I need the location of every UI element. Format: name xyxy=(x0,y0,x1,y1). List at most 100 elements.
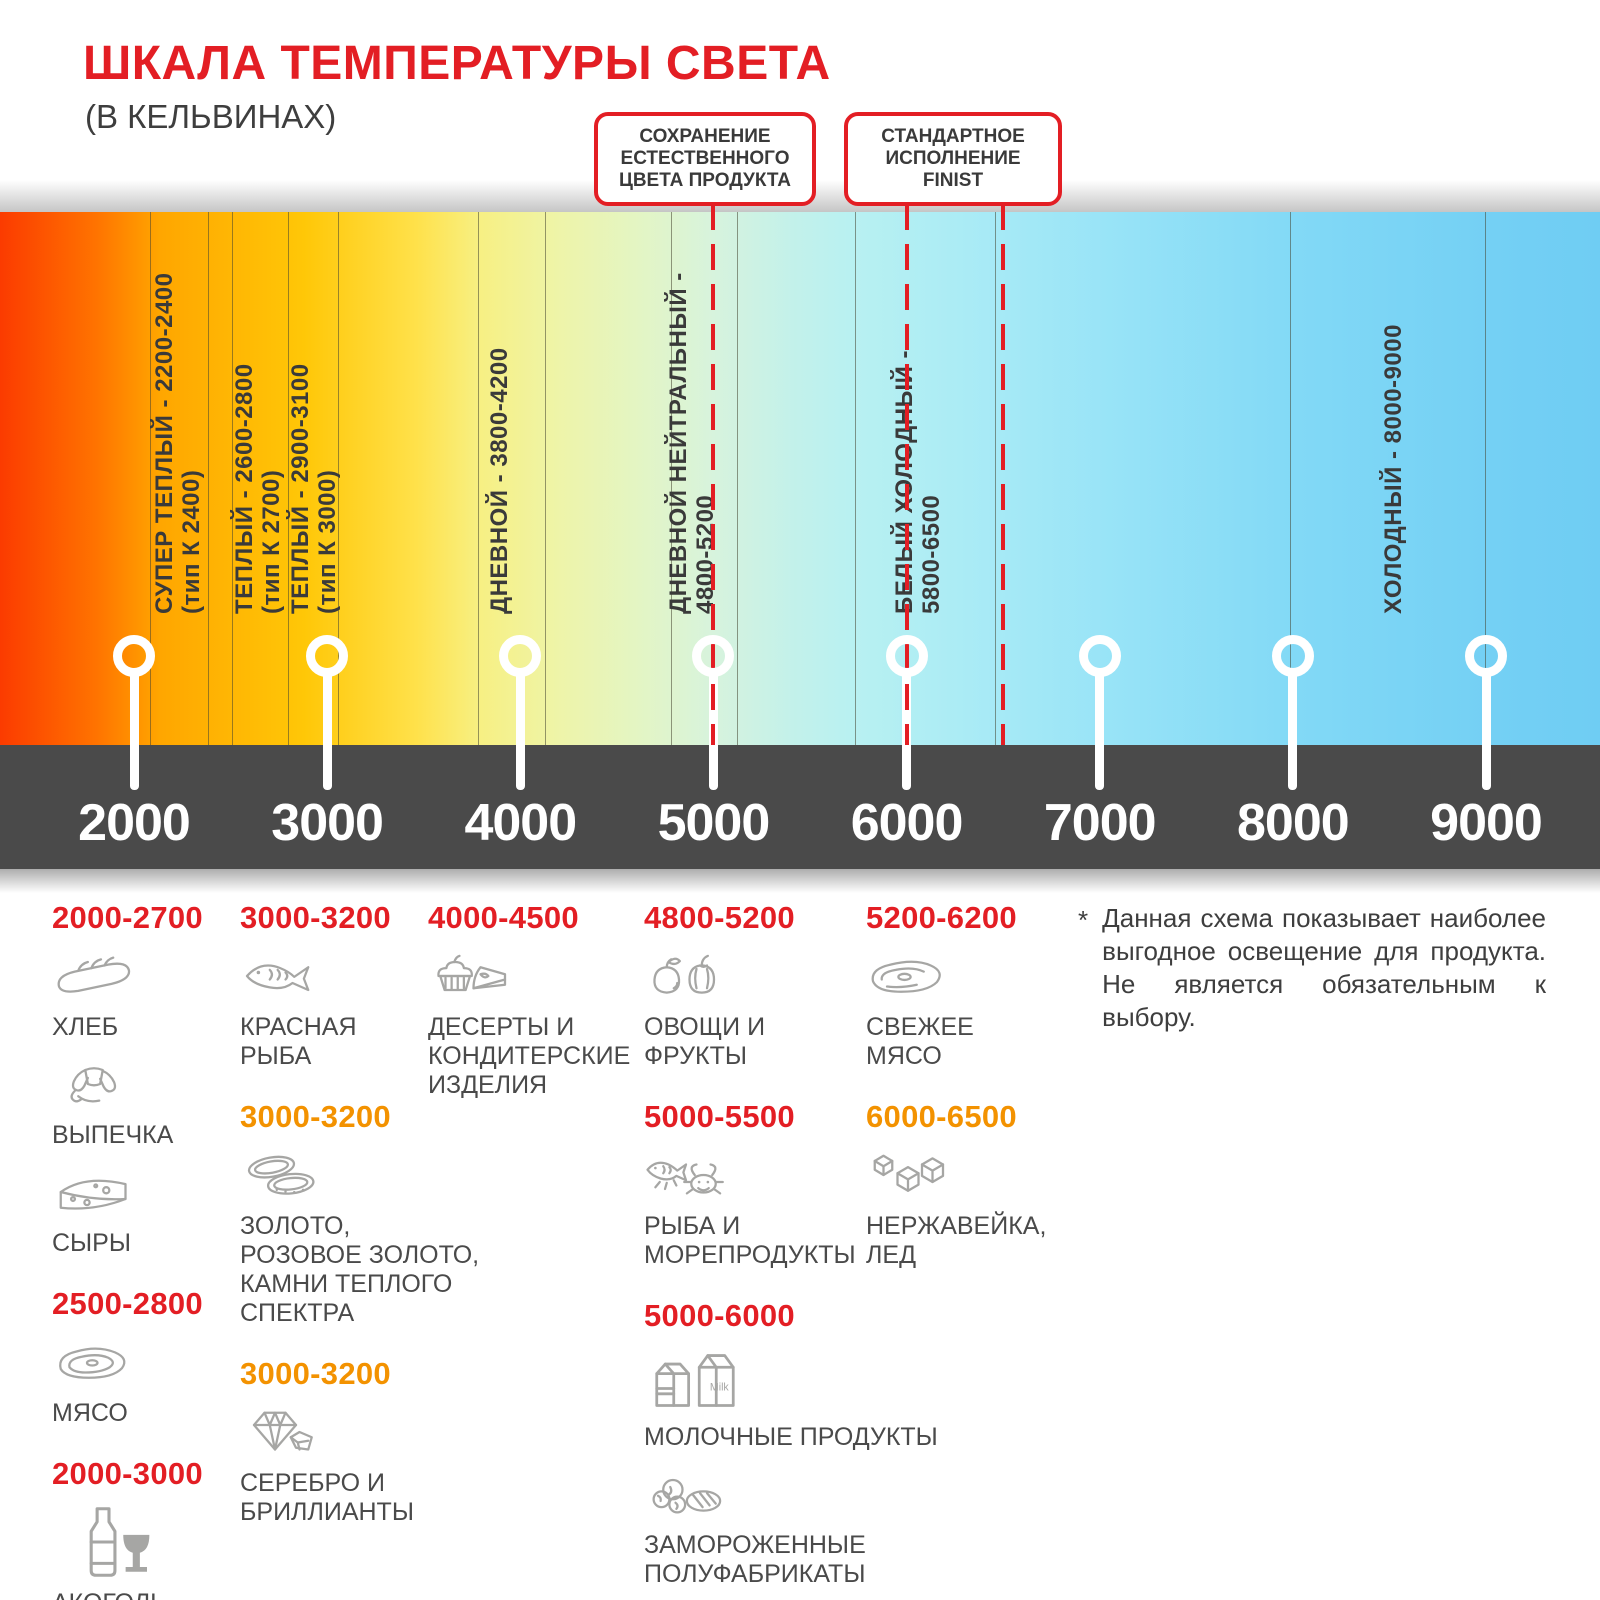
category-label: ЗАМОРОЖЕННЫЕ ПОЛУФАБРИКАТЫ xyxy=(644,1531,866,1588)
category-column-2: 4000-4500 ДЕСЕРТЫ И КОНДИТЕРСКИЕ ИЗДЕЛИЯ xyxy=(428,900,630,1128)
kelvin-axis-bar: 2000 3000 4000 5000 6000 7000 8000 9000 xyxy=(0,745,1600,869)
svg-text:Milk: Milk xyxy=(710,1382,730,1394)
color-temperature-gradient xyxy=(0,212,1600,745)
callout-line: ИСПОЛНЕНИЕ xyxy=(885,148,1021,169)
category-item: АКОГОЛЬ xyxy=(52,1504,203,1600)
callout-line: ЦВЕТА ПРОДУКТА xyxy=(618,170,792,191)
range-label-sub: (тип К 2400) xyxy=(178,469,206,614)
gridline xyxy=(737,212,738,745)
callout-line: СОХРАНЕНИЕ xyxy=(639,126,771,147)
range-label-sub: (тип К 2700) xyxy=(257,469,285,614)
gridline xyxy=(855,212,856,745)
category-column-1: 3000-3200 КРАСНАЯ РЫБА 3000-3200 ЗОЛОТО, РО… xyxy=(240,900,479,1555)
gridline xyxy=(338,212,339,745)
seafood-icon xyxy=(644,1147,938,1208)
category-column-0: 2000-2700 ХЛЕБ ВЫПЕЧКА СЫРЫ 2500-2800 МЯСО 200… xyxy=(52,900,203,1600)
category-item: ОВОЩИ И ФРУКТЫ xyxy=(644,948,938,1071)
gridline xyxy=(478,212,479,745)
axis-tick-6000: 6000 xyxy=(850,794,964,852)
marker-pin-7000 xyxy=(1078,635,1121,677)
category-label: ДЕСЕРТЫ И КОНДИТЕРСКИЕ ИЗДЕЛИЯ xyxy=(428,1013,631,1099)
vegetables-icon xyxy=(644,948,938,1009)
kelvin-range-heading: 4800-5200 xyxy=(644,900,795,935)
gridline xyxy=(288,212,289,745)
dashed-line-6000 xyxy=(904,204,909,745)
bread-icon xyxy=(52,948,203,1009)
category-block: 2500-2800 МЯСО xyxy=(52,1286,203,1428)
category-label: СЕРЕБРО И БРИЛЛИАНТЫ xyxy=(240,1469,414,1526)
category-label: РЫБА И МОРЕПРОДУКТЫ xyxy=(644,1212,856,1269)
marker-stem-8000 xyxy=(1288,672,1298,790)
band-bottom-shadow xyxy=(0,869,1600,893)
kelvin-range-heading: 6000-6500 xyxy=(866,1099,1017,1134)
range-label-name: ДНЕВНОЙ - 3800-4200 xyxy=(485,347,513,614)
category-block: 6000-6500 НЕРЖАВЕЙКА, ЛЕД xyxy=(866,1099,1046,1270)
category-item: ВЫПЕЧКА xyxy=(52,1056,203,1150)
page-title: ШКАЛА ТЕМПЕРАТУРЫ СВЕТА xyxy=(83,37,831,90)
marker-stem-9000 xyxy=(1481,672,1491,790)
axis-tick-4000: 4000 xyxy=(464,794,577,852)
category-item: СЕРЕБРО И БРИЛЛИАНТЫ xyxy=(240,1404,479,1527)
category-label: ВЫПЕЧКА xyxy=(52,1121,174,1149)
alcohol-icon xyxy=(52,1504,203,1585)
category-label: ЗОЛОТО, РОЗОВОЕ ЗОЛОТО, КАМНИ ТЕПЛОГО СП… xyxy=(240,1212,480,1327)
milk-icon: Milk xyxy=(644,1346,938,1419)
category-column-3: 4800-5200 ОВОЩИ И ФРУКТЫ 5000-5500 РЫБА И М… xyxy=(644,900,938,1600)
gridline xyxy=(232,212,233,745)
category-item: НЕРЖАВЕЙКА, ЛЕД xyxy=(866,1147,1046,1270)
gridline xyxy=(150,212,151,745)
category-label: СЫРЫ xyxy=(52,1229,131,1257)
category-block: 5000-5500 РЫБА И МОРЕПРОДУКТЫ xyxy=(644,1099,938,1270)
meat-icon xyxy=(52,1334,203,1395)
marker-pin-6000 xyxy=(885,635,928,677)
range-label-name: ТЕПЛЫЙ - 2900-3100 xyxy=(286,363,314,614)
kelvin-range-heading: 2000-3000 xyxy=(52,1456,203,1491)
range-label: СУПЕР ТЕПЛЫЙ - 2200-2400 (тип К 2400) xyxy=(151,214,205,614)
diamonds-icon xyxy=(240,1404,479,1465)
category-item: РЫБА И МОРЕПРОДУКТЫ xyxy=(644,1147,938,1270)
category-block: 2000-2700 ХЛЕБ ВЫПЕЧКА СЫРЫ xyxy=(52,900,203,1258)
kelvin-range-heading: 3000-3200 xyxy=(240,1099,391,1134)
marker-stem-7000 xyxy=(1095,672,1105,790)
axis-tick-5000: 5000 xyxy=(657,794,771,852)
category-item: ЗОЛОТО, РОЗОВОЕ ЗОЛОТО, КАМНИ ТЕПЛОГО СП… xyxy=(240,1147,479,1328)
range-label-name: ДНЕВНОЙ НЕЙТРАЛЬНЫЙ - xyxy=(665,272,693,614)
dashed-line-5000 xyxy=(711,204,716,745)
range-label-sub: (тип К 3000) xyxy=(313,469,341,614)
category-item: ЗАМОРОЖЕННЫЕ ПОЛУФАБРИКАТЫ xyxy=(644,1466,938,1589)
category-item: МЯСО xyxy=(52,1334,203,1428)
category-block: 2000-3000 АКОГОЛЬ xyxy=(52,1456,203,1600)
range-label-name: СУПЕР ТЕПЛЫЙ - 2200-2400 xyxy=(151,272,179,614)
ice-icon xyxy=(866,1147,1046,1208)
range-label: ТЕПЛЫЙ - 2900-3100 (тип К 3000) xyxy=(287,214,341,614)
category-label: ХЛЕБ xyxy=(52,1013,119,1041)
marker-pin-3000 xyxy=(306,635,349,677)
kelvin-range-heading: 3000-3200 xyxy=(240,1356,391,1391)
category-label: ОВОЩИ И ФРУКТЫ xyxy=(644,1013,766,1070)
axis-tick-2000: 2000 xyxy=(78,794,191,852)
range-label-sub: 5800-6500 xyxy=(918,494,946,614)
callout-box-1: СТАНДАРТНОЕ ИСПОЛНЕНИЕ FINIST xyxy=(844,112,1062,206)
cheese-icon xyxy=(52,1164,203,1225)
rings-icon xyxy=(240,1147,479,1208)
page-subtitle: (В КЕЛЬВИНАХ) xyxy=(85,98,337,135)
footnote-text: Данная схема показывает наиболее выгодно… xyxy=(1102,903,1546,1032)
category-label: КРАСНАЯ РЫБА xyxy=(240,1013,357,1070)
callout-line: ЕСТЕСТВЕННОГО xyxy=(620,148,790,169)
axis-tick-3000: 3000 xyxy=(271,794,384,852)
category-label: МЯСО xyxy=(52,1399,128,1427)
category-block: 4000-4500 ДЕСЕРТЫ И КОНДИТЕРСКИЕ ИЗДЕЛИЯ xyxy=(428,900,630,1100)
axis-tick-8000: 8000 xyxy=(1237,794,1350,852)
range-label-name: ТЕПЛЫЙ - 2600-2800 xyxy=(230,363,258,614)
gridline xyxy=(995,212,996,745)
range-label: БЕЛЫЙ ХОЛОДНЫЙ -5800-6500 xyxy=(891,214,945,614)
marker-pin-2000 xyxy=(113,635,155,677)
category-item: СЫРЫ xyxy=(52,1164,203,1258)
category-item: Milk МОЛОЧНЫЕ ПРОДУКТЫ xyxy=(644,1346,938,1452)
category-item: КРАСНАЯ РЫБА xyxy=(240,948,479,1071)
frozen-icon xyxy=(644,1466,938,1527)
category-column-4: 5200-6200 СВЕЖЕЕ МЯСО 6000-6500 НЕРЖАВЕЙКА,… xyxy=(866,900,1046,1298)
marker-pin-9000 xyxy=(1465,635,1507,677)
kelvin-range-heading: 2000-2700 xyxy=(52,900,203,935)
